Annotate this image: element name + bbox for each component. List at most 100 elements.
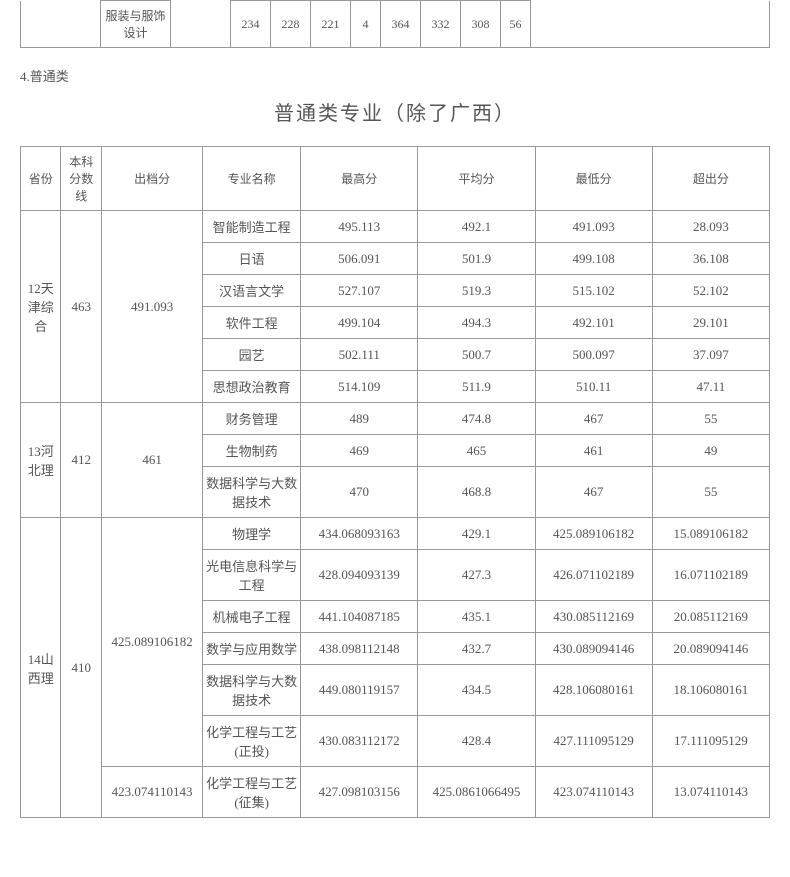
data-cell: 495.113 <box>301 211 418 243</box>
major-cell: 服装与服饰设计 <box>101 1 171 48</box>
data-cell: 510.11 <box>535 371 652 403</box>
header-major: 专业名称 <box>203 147 301 211</box>
data-cell: 光电信息科学与工程 <box>203 550 301 601</box>
main-table: 省份 本科分数线 出档分 专业名称 最高分 平均分 最低分 超出分 12天津综合… <box>20 146 770 818</box>
data-cell: 12天津综合 <box>21 211 61 403</box>
data-cell: 29.101 <box>652 307 769 339</box>
data-cell: 14山西理 <box>21 518 61 818</box>
data-cell: 55 <box>652 467 769 518</box>
header-province: 省份 <box>21 147 61 211</box>
data-cell: 461 <box>101 403 202 518</box>
data-cell: 429.1 <box>418 518 535 550</box>
data-cell: 430.085112169 <box>535 601 652 633</box>
data-cell: 化学工程与工艺(正投) <box>203 716 301 767</box>
data-cell: 智能制造工程 <box>203 211 301 243</box>
data-cell: 492.101 <box>535 307 652 339</box>
data-cell: 499.108 <box>535 243 652 275</box>
data-cell: 527.107 <box>301 275 418 307</box>
data-cell: 410 <box>61 518 101 818</box>
data-cell: 474.8 <box>418 403 535 435</box>
data-cell: 园艺 <box>203 339 301 371</box>
data-cell: 469 <box>301 435 418 467</box>
data-cell <box>171 1 231 48</box>
data-cell: 430.083112172 <box>301 716 418 767</box>
data-cell: 228 <box>271 1 311 48</box>
data-cell: 4 <box>351 1 381 48</box>
data-cell: 412 <box>61 403 101 518</box>
data-cell: 515.102 <box>535 275 652 307</box>
header-low: 最低分 <box>535 147 652 211</box>
data-cell: 37.097 <box>652 339 769 371</box>
data-cell: 425.089106182 <box>535 518 652 550</box>
data-cell: 221 <box>311 1 351 48</box>
data-cell: 17.111095129 <box>652 716 769 767</box>
data-cell: 468.8 <box>418 467 535 518</box>
data-cell: 425.0861066495 <box>418 767 535 818</box>
data-cell: 426.071102189 <box>535 550 652 601</box>
data-cell: 449.080119157 <box>301 665 418 716</box>
data-cell: 511.9 <box>418 371 535 403</box>
data-cell: 467 <box>535 403 652 435</box>
data-cell: 308 <box>461 1 501 48</box>
header-avg: 平均分 <box>418 147 535 211</box>
data-cell: 432.7 <box>418 633 535 665</box>
data-cell: 502.111 <box>301 339 418 371</box>
data-cell: 519.3 <box>418 275 535 307</box>
data-cell: 427.3 <box>418 550 535 601</box>
main-title: 普通类专业（除了广西） <box>0 97 790 126</box>
data-cell: 化学工程与工艺(征集) <box>203 767 301 818</box>
data-cell: 234 <box>231 1 271 48</box>
data-cell: 491.093 <box>101 211 202 403</box>
data-cell: 500.097 <box>535 339 652 371</box>
header-row: 省份 本科分数线 出档分 专业名称 最高分 平均分 最低分 超出分 <box>21 147 770 211</box>
data-cell: 430.089094146 <box>535 633 652 665</box>
data-cell: 55 <box>652 403 769 435</box>
data-cell: 428.4 <box>418 716 535 767</box>
data-cell: 47.11 <box>652 371 769 403</box>
data-cell: 463 <box>61 211 101 403</box>
header-high: 最高分 <box>301 147 418 211</box>
data-cell: 18.106080161 <box>652 665 769 716</box>
data-cell: 491.093 <box>535 211 652 243</box>
data-cell: 15.089106182 <box>652 518 769 550</box>
header-chudang: 出档分 <box>101 147 202 211</box>
data-cell: 52.102 <box>652 275 769 307</box>
data-cell: 364 <box>381 1 421 48</box>
top-fragment-table: 服装与服饰设计 234 228 221 4 364 332 308 56 <box>20 0 770 48</box>
data-cell: 501.9 <box>418 243 535 275</box>
header-excess: 超出分 <box>652 147 769 211</box>
data-cell: 434.068093163 <box>301 518 418 550</box>
data-cell: 423.074110143 <box>101 767 202 818</box>
data-cell: 435.1 <box>418 601 535 633</box>
data-cell: 软件工程 <box>203 307 301 339</box>
data-cell: 467 <box>535 467 652 518</box>
data-cell: 514.109 <box>301 371 418 403</box>
data-cell: 20.085112169 <box>652 601 769 633</box>
data-cell: 441.104087185 <box>301 601 418 633</box>
table-row: 423.074110143化学工程与工艺(征集)427.098103156425… <box>21 767 770 818</box>
data-cell: 财务管理 <box>203 403 301 435</box>
data-cell: 500.7 <box>418 339 535 371</box>
data-cell: 489 <box>301 403 418 435</box>
data-cell: 427.098103156 <box>301 767 418 818</box>
data-cell: 427.111095129 <box>535 716 652 767</box>
empty-cell <box>531 1 770 48</box>
table-row: 13河北理412461财务管理489474.846755 <box>21 403 770 435</box>
data-cell: 汉语言文学 <box>203 275 301 307</box>
data-cell: 36.108 <box>652 243 769 275</box>
table-row: 服装与服饰设计 234 228 221 4 364 332 308 56 <box>21 1 770 48</box>
section-label: 4.普通类 <box>20 66 790 85</box>
data-cell: 494.3 <box>418 307 535 339</box>
data-cell: 16.071102189 <box>652 550 769 601</box>
data-cell: 428.106080161 <box>535 665 652 716</box>
data-cell: 434.5 <box>418 665 535 716</box>
data-cell: 492.1 <box>418 211 535 243</box>
data-cell: 470 <box>301 467 418 518</box>
data-cell: 28.093 <box>652 211 769 243</box>
empty-cell <box>21 1 101 48</box>
data-cell: 423.074110143 <box>535 767 652 818</box>
data-cell: 461 <box>535 435 652 467</box>
data-cell: 332 <box>421 1 461 48</box>
data-cell: 425.089106182 <box>101 518 202 767</box>
header-benke: 本科分数线 <box>61 147 101 211</box>
